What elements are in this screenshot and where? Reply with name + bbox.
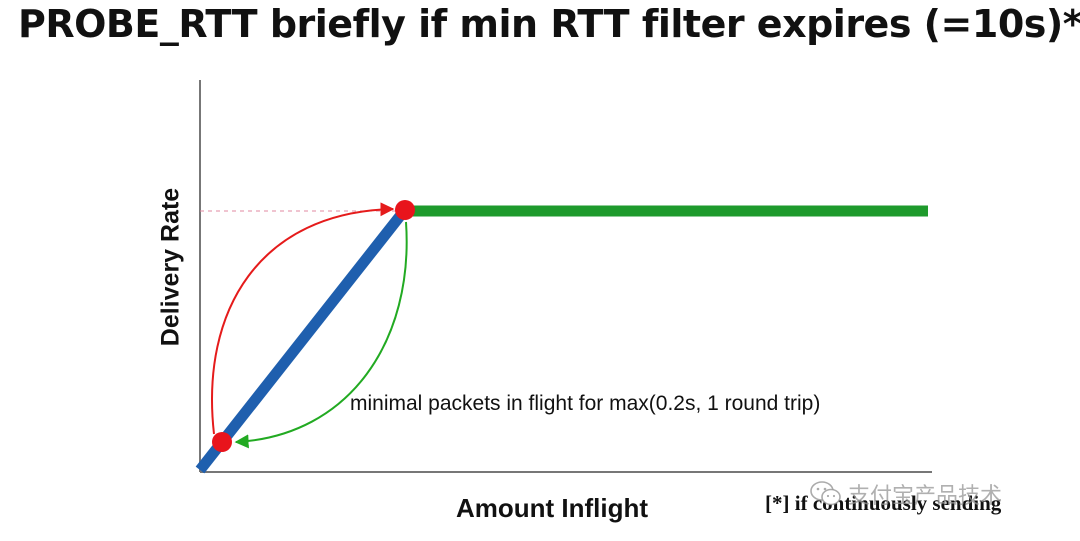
y-axis-label: Delivery Rate xyxy=(156,187,185,347)
footnote: [*] if continuously sending xyxy=(765,491,1002,515)
bdp-operating-point xyxy=(395,200,415,220)
probe-rtt-annotation: minimal packets in flight for max(0.2s, … xyxy=(350,392,821,415)
watermark-text: 支付宝产品技术 xyxy=(848,483,1003,508)
slide-title: PROBE_RTT briefly if min RTT filter expi… xyxy=(18,2,1080,46)
min-inflight-point xyxy=(212,432,232,452)
probe-rtt-drop-arrow xyxy=(211,202,395,435)
bdp-slope-line xyxy=(195,207,409,474)
wechat-icon xyxy=(810,481,841,506)
x-axis-label: Amount Inflight xyxy=(456,493,649,523)
probe-rtt-return-arrow xyxy=(234,221,408,449)
watermark: 支付宝产品技术 xyxy=(810,478,1002,510)
